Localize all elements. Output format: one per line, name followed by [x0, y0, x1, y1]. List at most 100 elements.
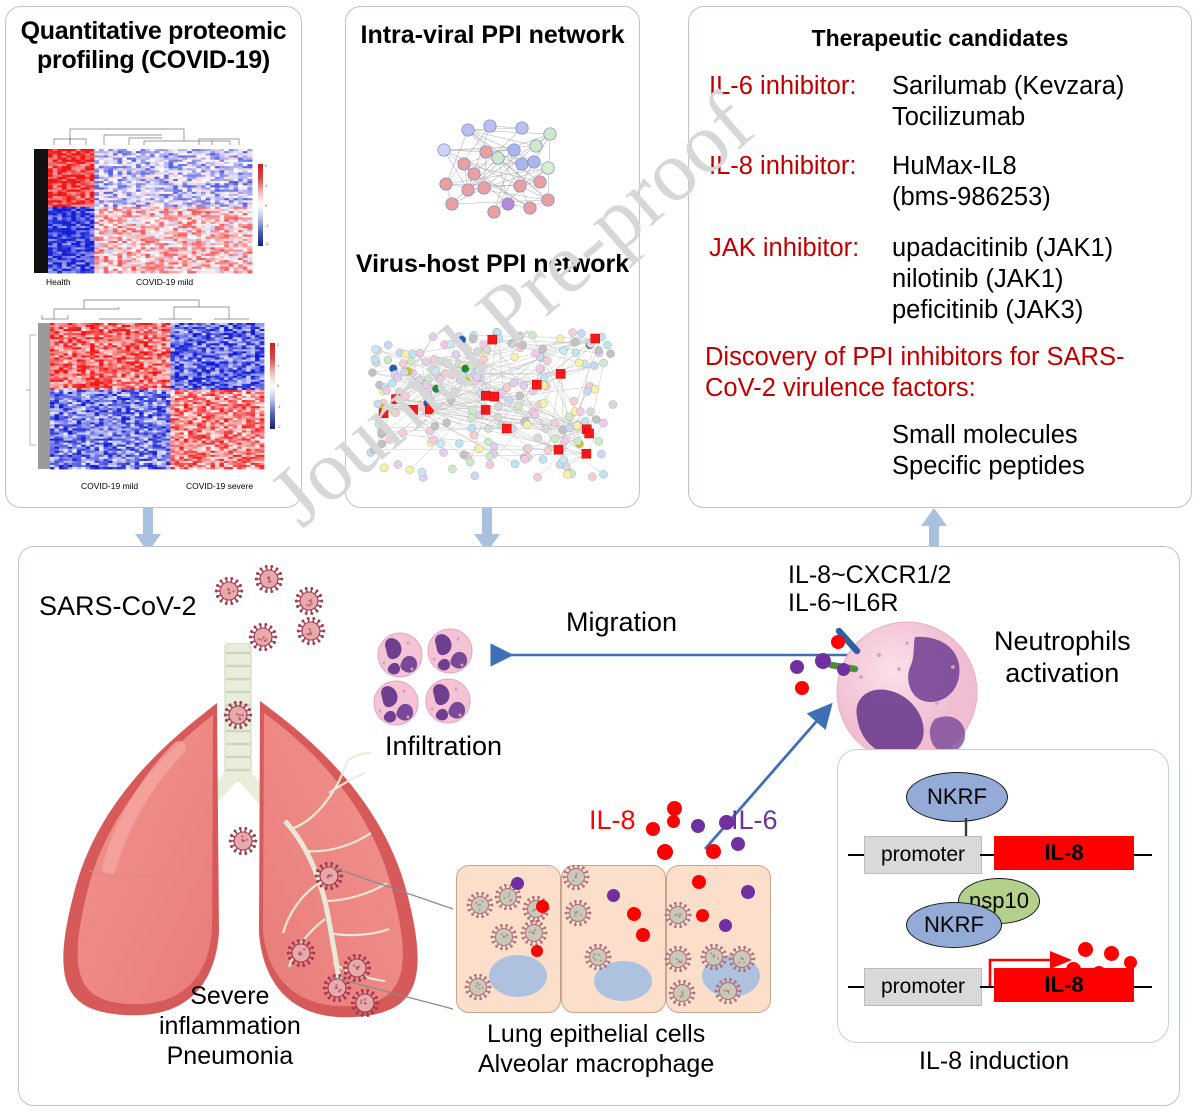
- dendrogram-left: [26, 334, 36, 446]
- heatmap-top-colorbar-tick-1: 1: [265, 183, 268, 188]
- label-epithelium-line1: Lung epithelial cells: [487, 1020, 706, 1048]
- virus-particle-icon: [466, 891, 494, 919]
- intracell-il6-dot: [719, 919, 732, 932]
- dna-backbone-top-left: [848, 854, 866, 856]
- virus-particle-icon: [700, 943, 728, 971]
- intracell-il6-dot: [741, 885, 755, 899]
- secreted-il8-dot: [1078, 942, 1093, 957]
- heatmap-bottom-group-left: COVID-19 mild: [81, 481, 139, 491]
- heatmap-bottom-colorbar-tick-3: -1: [277, 404, 281, 409]
- therapy-discovery-line2: CoV-2 virulence factors:: [705, 374, 976, 402]
- nkrf-ellipse-top: NKRF: [906, 772, 1008, 822]
- epithelial-nucleus: [489, 955, 547, 997]
- dna-linker-bottom: [980, 986, 994, 988]
- secreted-il8-dot: [1124, 956, 1137, 969]
- cytokine-il8-dot: [646, 822, 660, 836]
- virus-particle-icon: [223, 701, 253, 729]
- therapy-value-il8-1: (bms-986253): [892, 183, 1051, 211]
- intra-viral-network-graph: [424, 112, 574, 237]
- promoter-label-top: promoter: [880, 843, 966, 866]
- dna-backbone-bottom-right: [1134, 986, 1152, 988]
- label-severe-line2: inflammation: [159, 1012, 301, 1040]
- heatmap-top-colorbar: [258, 164, 263, 246]
- cxcr-receptor-icon: [835, 627, 861, 655]
- heatmap-bottom-colorbar: [270, 343, 275, 429]
- heatmap-bottom-cells: [38, 323, 265, 470]
- cytokine-il8-dot: [657, 844, 673, 860]
- therapy-label-il6: IL-6 inhibitor:: [709, 72, 857, 100]
- virus-particle-icon: [294, 587, 324, 615]
- panel-intraviral-title: Intra-viral PPI network: [360, 21, 625, 49]
- virus-particles-lung: [223, 701, 380, 1017]
- therapy-discovery-line1: Discovery of PPI inhibitors for SARS-: [705, 343, 1125, 371]
- dendrogram-bottom: [41, 299, 249, 320]
- heatmap-top-colorbar-tick-4: -2: [265, 241, 269, 246]
- il8-gene-box-top: IL-8: [994, 836, 1134, 870]
- arrow-down-ppi-to-pathway: [474, 508, 500, 552]
- virus-particle-icon: [248, 623, 278, 651]
- virus-particle-icon: [350, 989, 380, 1017]
- virus-host-network-svg: [366, 327, 618, 482]
- heatmap-top-cells: [34, 149, 253, 274]
- heatmap-bottom-colorbar-tick-4: -2: [277, 424, 281, 429]
- neutrophil-icon: [427, 628, 473, 674]
- ligand-il6-dot: [837, 663, 850, 676]
- intracell-il6-dot: [511, 877, 524, 890]
- label-severe-line1: Severe: [190, 982, 270, 1010]
- ligand-il6-dot: [815, 653, 831, 669]
- panel-therapeutic-candidates: Therapeutic candidates IL-6 inhibitor: S…: [688, 6, 1192, 508]
- virus-particle-icon: [664, 901, 692, 929]
- ligand-il8-dot: [795, 681, 809, 695]
- bronchial-tree: [281, 751, 390, 994]
- panel-quantitative-proteomic-profiling: Quantitative proteomic profiling (COVID-…: [5, 6, 302, 508]
- intracell-il8-dot: [627, 907, 641, 921]
- nkrf-label-top: NKRF: [927, 784, 987, 809]
- dna-linker-top: [980, 854, 994, 856]
- virus-particle-icon: [728, 945, 756, 973]
- heatmap-bottom-colorbar-tick-2: 0: [277, 383, 280, 388]
- virus-particle-icon: [286, 939, 316, 967]
- label-epithelium: Lung epithelial cells Alveolar macrophag…: [478, 1019, 714, 1079]
- promoter-box-top: promoter: [864, 836, 982, 874]
- heatmap-top-colorbar-tick-0: 2: [265, 163, 268, 168]
- label-receptor-il6-il6r: IL-6~IL6R: [788, 589, 899, 617]
- neutrophil-icon: [373, 680, 419, 726]
- panel-ppi-networks: Intra-viral PPI network Virus-host PPI n…: [345, 6, 640, 508]
- panel-virushost-title: Virus-host PPI network: [355, 250, 630, 278]
- cytokine-il8-dot: [667, 815, 680, 828]
- il8-gene-label-bottom: IL-8: [1044, 972, 1084, 997]
- virus-particle-icon: [214, 577, 244, 605]
- label-il8: IL-8: [589, 805, 636, 835]
- intracell-il8-dot: [536, 900, 549, 913]
- heatmap-top-group-left: Health: [46, 277, 71, 287]
- nkrf-ellipse-bottom: NKRF: [906, 902, 1002, 948]
- panel-therapy-title: Therapeutic candidates: [811, 25, 1069, 51]
- virus-particle-icon: [562, 865, 590, 891]
- label-severe-line3: Pneumonia: [166, 1042, 294, 1070]
- therapy-label-jak: JAK inhibitor:: [709, 234, 860, 262]
- transcription-arrow: [988, 951, 1072, 988]
- heatmap-top-colorbar-tick-2: 0: [265, 203, 268, 208]
- arrow-down-proteomics-to-pathway: [135, 508, 161, 552]
- migration-arrow: [490, 643, 879, 667]
- virus-particle-icon: [342, 954, 372, 982]
- virus-host-network-graph: [364, 325, 622, 490]
- therapy-value-jak-0: upadacitinib (JAK1): [892, 234, 1114, 262]
- epithelial-nucleus: [594, 961, 652, 1001]
- virus-particle-icon: [714, 977, 742, 1005]
- heatmap-mild-vs-severe: 2 1 0 -1 -2: [24, 295, 286, 480]
- cytokine-il8-dot: [667, 801, 682, 816]
- therapy-value-il8-0: HuMax-IL8: [892, 152, 1017, 180]
- virus-particle-icon: [584, 943, 612, 971]
- neutrophil-cluster: [373, 628, 473, 726]
- heatmap-health-vs-mild: 2 1 0 -1 -2: [34, 119, 274, 279]
- virus-particle-icon: [322, 974, 352, 1002]
- intracell-il8-dot: [692, 875, 706, 889]
- cytokine-il6-dot: [719, 815, 734, 830]
- label-il6: IL-6: [731, 805, 778, 835]
- virus-particle-icon: [254, 565, 284, 593]
- label-epithelium-line2: Alveolar macrophage: [478, 1050, 715, 1078]
- heatmap-top-group-right: COVID-19 mild: [136, 277, 194, 287]
- cytokine-il6-dot: [691, 819, 705, 833]
- label-receptor-il8-cxcr: IL-8~CXCR1/2: [788, 561, 952, 589]
